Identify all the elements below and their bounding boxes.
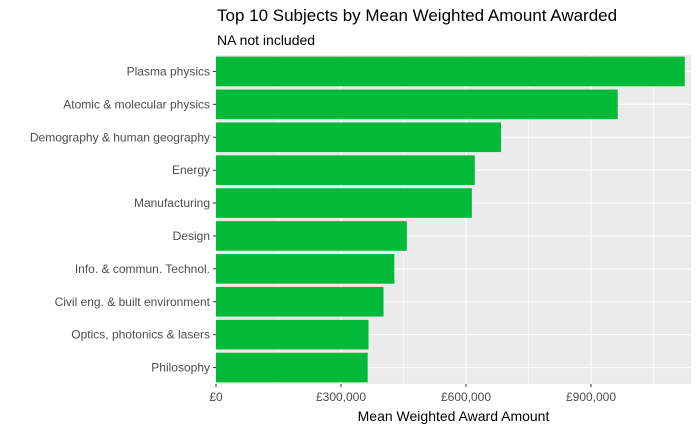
bar [216, 286, 384, 317]
bar [216, 319, 369, 350]
y-tick-label: Manufacturing [134, 196, 210, 210]
bar [216, 221, 407, 251]
bar [216, 155, 475, 185]
y-tick-label: Design [173, 229, 210, 243]
bar [216, 188, 472, 218]
x-tick-label: £600,000 [441, 390, 491, 404]
y-tick-label: Civil eng. & built environment [55, 295, 211, 309]
x-tick-label: £300,000 [316, 390, 366, 404]
x-axis-label: Mean Weighted Award Amount [358, 408, 550, 424]
y-tick-label: Optics, photonics & lasers [71, 328, 210, 342]
bar [216, 89, 618, 120]
y-tick-label: Info. & commun. Technol. [75, 262, 210, 276]
bar [216, 352, 368, 383]
y-tick-label: Energy [172, 163, 210, 177]
y-tick-label: Philosophy [151, 361, 210, 375]
y-tick-label: Demography & human geography [30, 130, 210, 144]
x-tick-label: £0 [209, 390, 223, 404]
chart-subtitle: NA not included [217, 32, 316, 48]
bar [216, 56, 685, 87]
y-tick-label: Atomic & molecular physics [63, 97, 210, 111]
bar [216, 122, 501, 153]
x-tick-label: £900,000 [566, 390, 616, 404]
bar [216, 254, 395, 284]
chart-title: Top 10 Subjects by Mean Weighted Amount … [217, 6, 618, 25]
y-tick-label: Plasma physics [127, 64, 210, 78]
